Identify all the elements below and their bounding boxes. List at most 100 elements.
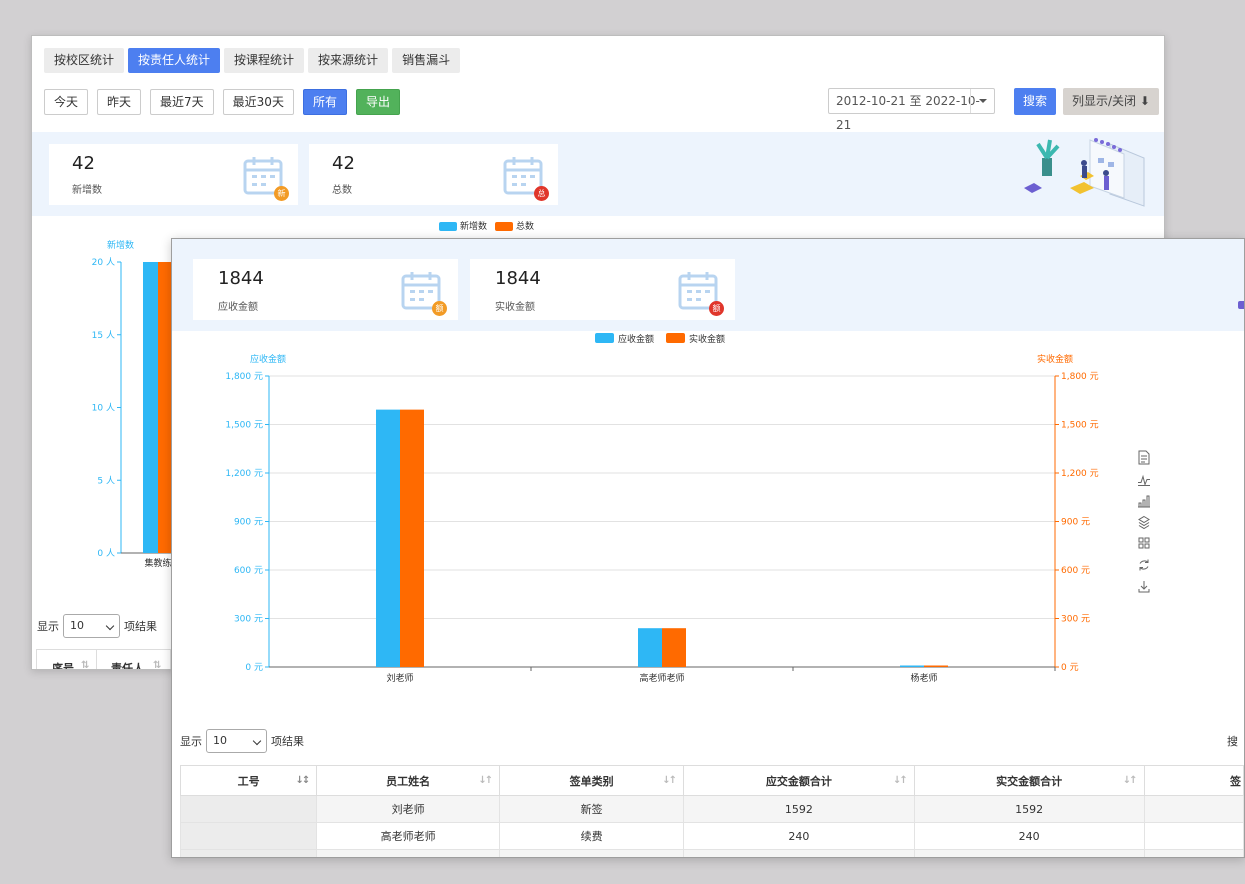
sort-icon[interactable]: ⇅	[81, 660, 90, 670]
y-axis-title-left: 应收金额	[250, 353, 286, 365]
sort-icon[interactable]: ↓↑	[1122, 775, 1138, 786]
col-index[interactable]: 序号	[52, 662, 74, 670]
col-title: 实交金额合计	[996, 774, 1063, 788]
last-30-days-button[interactable]: 最近30天	[222, 89, 294, 115]
col-owner[interactable]: 责任人	[111, 662, 144, 670]
legend-label: 新增数	[460, 222, 488, 232]
y-axis-title-right: 实收金额	[1037, 353, 1073, 365]
y-tick-label-left: 0 元	[245, 663, 263, 673]
stack-icon[interactable]	[1138, 515, 1150, 530]
y-tick-label-right: 1,500 元	[1061, 421, 1099, 431]
stat-value: 1844	[495, 268, 541, 289]
page-size-value: 10	[70, 619, 84, 632]
bar-received	[400, 409, 424, 667]
tab-by-owner[interactable]: 按责任人统计	[128, 48, 221, 73]
y-tick-label-left: 900 元	[234, 518, 263, 528]
stat-tabs: 按校区统计 按责任人统计 按课程统计 按来源统计 销售漏斗	[44, 48, 461, 73]
sort-icon[interactable]: ⇅	[153, 660, 162, 670]
y-axis-title: 新增数	[107, 239, 134, 251]
col-divider	[96, 650, 97, 669]
stat-value: 42	[332, 153, 355, 174]
bar-total	[158, 262, 173, 553]
col-due-total[interactable]: 应交金额合计 ↓↑	[683, 765, 915, 796]
x-tick-label: 集教练	[144, 557, 171, 569]
y-tick-label-right: 900 元	[1061, 518, 1090, 528]
stats-band: 42 新增数 新 42 总数 总	[32, 132, 1164, 216]
page-size-select[interactable]: 10	[63, 614, 120, 638]
last-7-days-button[interactable]: 最近7天	[150, 89, 214, 115]
stat-card-new: 42 新增数 新	[49, 144, 298, 205]
bar-receivable	[638, 628, 662, 667]
cell-empty	[1143, 849, 1244, 857]
page-size-control: 显示 10 项结果	[180, 729, 304, 753]
legend-item[interactable]: 新增数	[439, 219, 487, 232]
stat-label: 实收金额	[495, 302, 535, 313]
tab-by-course[interactable]: 按课程统计	[224, 48, 305, 73]
legend-swatch	[439, 222, 457, 231]
col-employee-name[interactable]: 员工姓名 ↓↑	[316, 765, 501, 796]
col-paid-total[interactable]: 实交金额合计 ↓↑	[913, 765, 1145, 796]
legend-item[interactable]: 总数	[495, 219, 534, 232]
table-row[interactable]	[179, 849, 1244, 857]
cell-partial	[1143, 822, 1244, 850]
y-tick-label-left: 600 元	[234, 566, 263, 576]
today-button[interactable]: 今天	[44, 89, 89, 115]
stat-label: 新增数	[72, 185, 102, 196]
col-sign-type[interactable]: 签单类别 ↓↑	[499, 765, 685, 796]
date-range-value: 2012-10-21 至 2022-10-21	[836, 94, 980, 132]
stat-card-receivable: 1844 应收金额 额	[193, 259, 458, 320]
sort-asc-icon[interactable]: ↓↕	[295, 775, 310, 786]
bar-received	[924, 665, 948, 667]
sort-icon[interactable]: ↓↑	[893, 775, 908, 786]
results-label: 项结果	[271, 735, 304, 748]
data-view-icon[interactable]	[1138, 450, 1150, 465]
tab-by-source[interactable]: 按来源统计	[308, 48, 389, 73]
tab-by-campus[interactable]: 按校区统计	[44, 48, 125, 73]
bar-chart-icon[interactable]	[1138, 495, 1150, 508]
tab-sales-funnel[interactable]: 销售漏斗	[392, 48, 461, 73]
legend-swatch	[595, 333, 614, 343]
front-window: 1844 应收金额 额 1844 实收金额 额 应收金额 实收金额 应收金额 实收金额…	[171, 238, 1245, 858]
cell-empty	[683, 849, 915, 857]
yesterday-button[interactable]: 昨天	[97, 89, 142, 115]
col-title: 员工姓名	[386, 774, 431, 788]
sort-icon[interactable]: ↓↑	[662, 775, 677, 786]
amount-stats-band: 1844 应收金额 额 1844 实收金额 额	[172, 239, 1244, 331]
cell-sign-type: 新签	[499, 795, 685, 823]
x-tick-label: 杨老师	[910, 672, 937, 684]
cell-due-total: 1592	[683, 795, 915, 823]
line-chart-icon[interactable]	[1138, 474, 1150, 487]
table-row[interactable]: 高老师老师 续费 240 240	[179, 822, 1244, 850]
page-size-select[interactable]: 10	[206, 729, 267, 753]
search-button[interactable]: 搜索	[1014, 88, 1057, 115]
cell-employee-id	[179, 822, 318, 850]
back-chart-legend: 新增数 总数	[439, 219, 534, 232]
total-badge: 总	[534, 186, 549, 201]
y-tick-label-right: 1,200 元	[1061, 469, 1099, 479]
cell-empty	[913, 849, 1145, 857]
calendar-icon: 额	[401, 270, 447, 316]
tiled-icon[interactable]	[1138, 537, 1150, 549]
download-icon[interactable]	[1138, 581, 1150, 593]
restore-icon[interactable]	[1139, 559, 1149, 571]
y-tick-label: 20 人	[92, 257, 115, 268]
table-row[interactable]: 刘老师 新签 1592 1592	[179, 795, 1244, 823]
stat-value: 42	[72, 153, 95, 174]
chevron-down-icon[interactable]	[970, 89, 994, 113]
cell-empty	[316, 849, 501, 857]
export-button[interactable]: 导出	[355, 89, 400, 115]
sort-icon[interactable]: ↓↑	[478, 775, 493, 786]
calendar-icon: 额	[678, 270, 724, 316]
col-title: 应交金额合计	[765, 774, 832, 788]
col-title: 工号	[237, 774, 260, 788]
column-toggle-button[interactable]: 列显示/关闭 ⬇	[1063, 88, 1159, 115]
cell-empty	[179, 849, 318, 857]
col-partial[interactable]: 签	[1143, 765, 1244, 796]
legend-label: 实收金额	[689, 333, 725, 345]
col-employee-id[interactable]: 工号 ↓↕	[179, 765, 318, 796]
legend-label: 总数	[516, 222, 535, 232]
date-range-picker[interactable]: 2012-10-21 至 2022-10-21	[828, 88, 995, 132]
y-tick-label-left: 1,800 元	[225, 372, 263, 382]
x-tick-label: 高老师老师	[639, 672, 684, 684]
all-button[interactable]: 所有	[302, 89, 347, 115]
